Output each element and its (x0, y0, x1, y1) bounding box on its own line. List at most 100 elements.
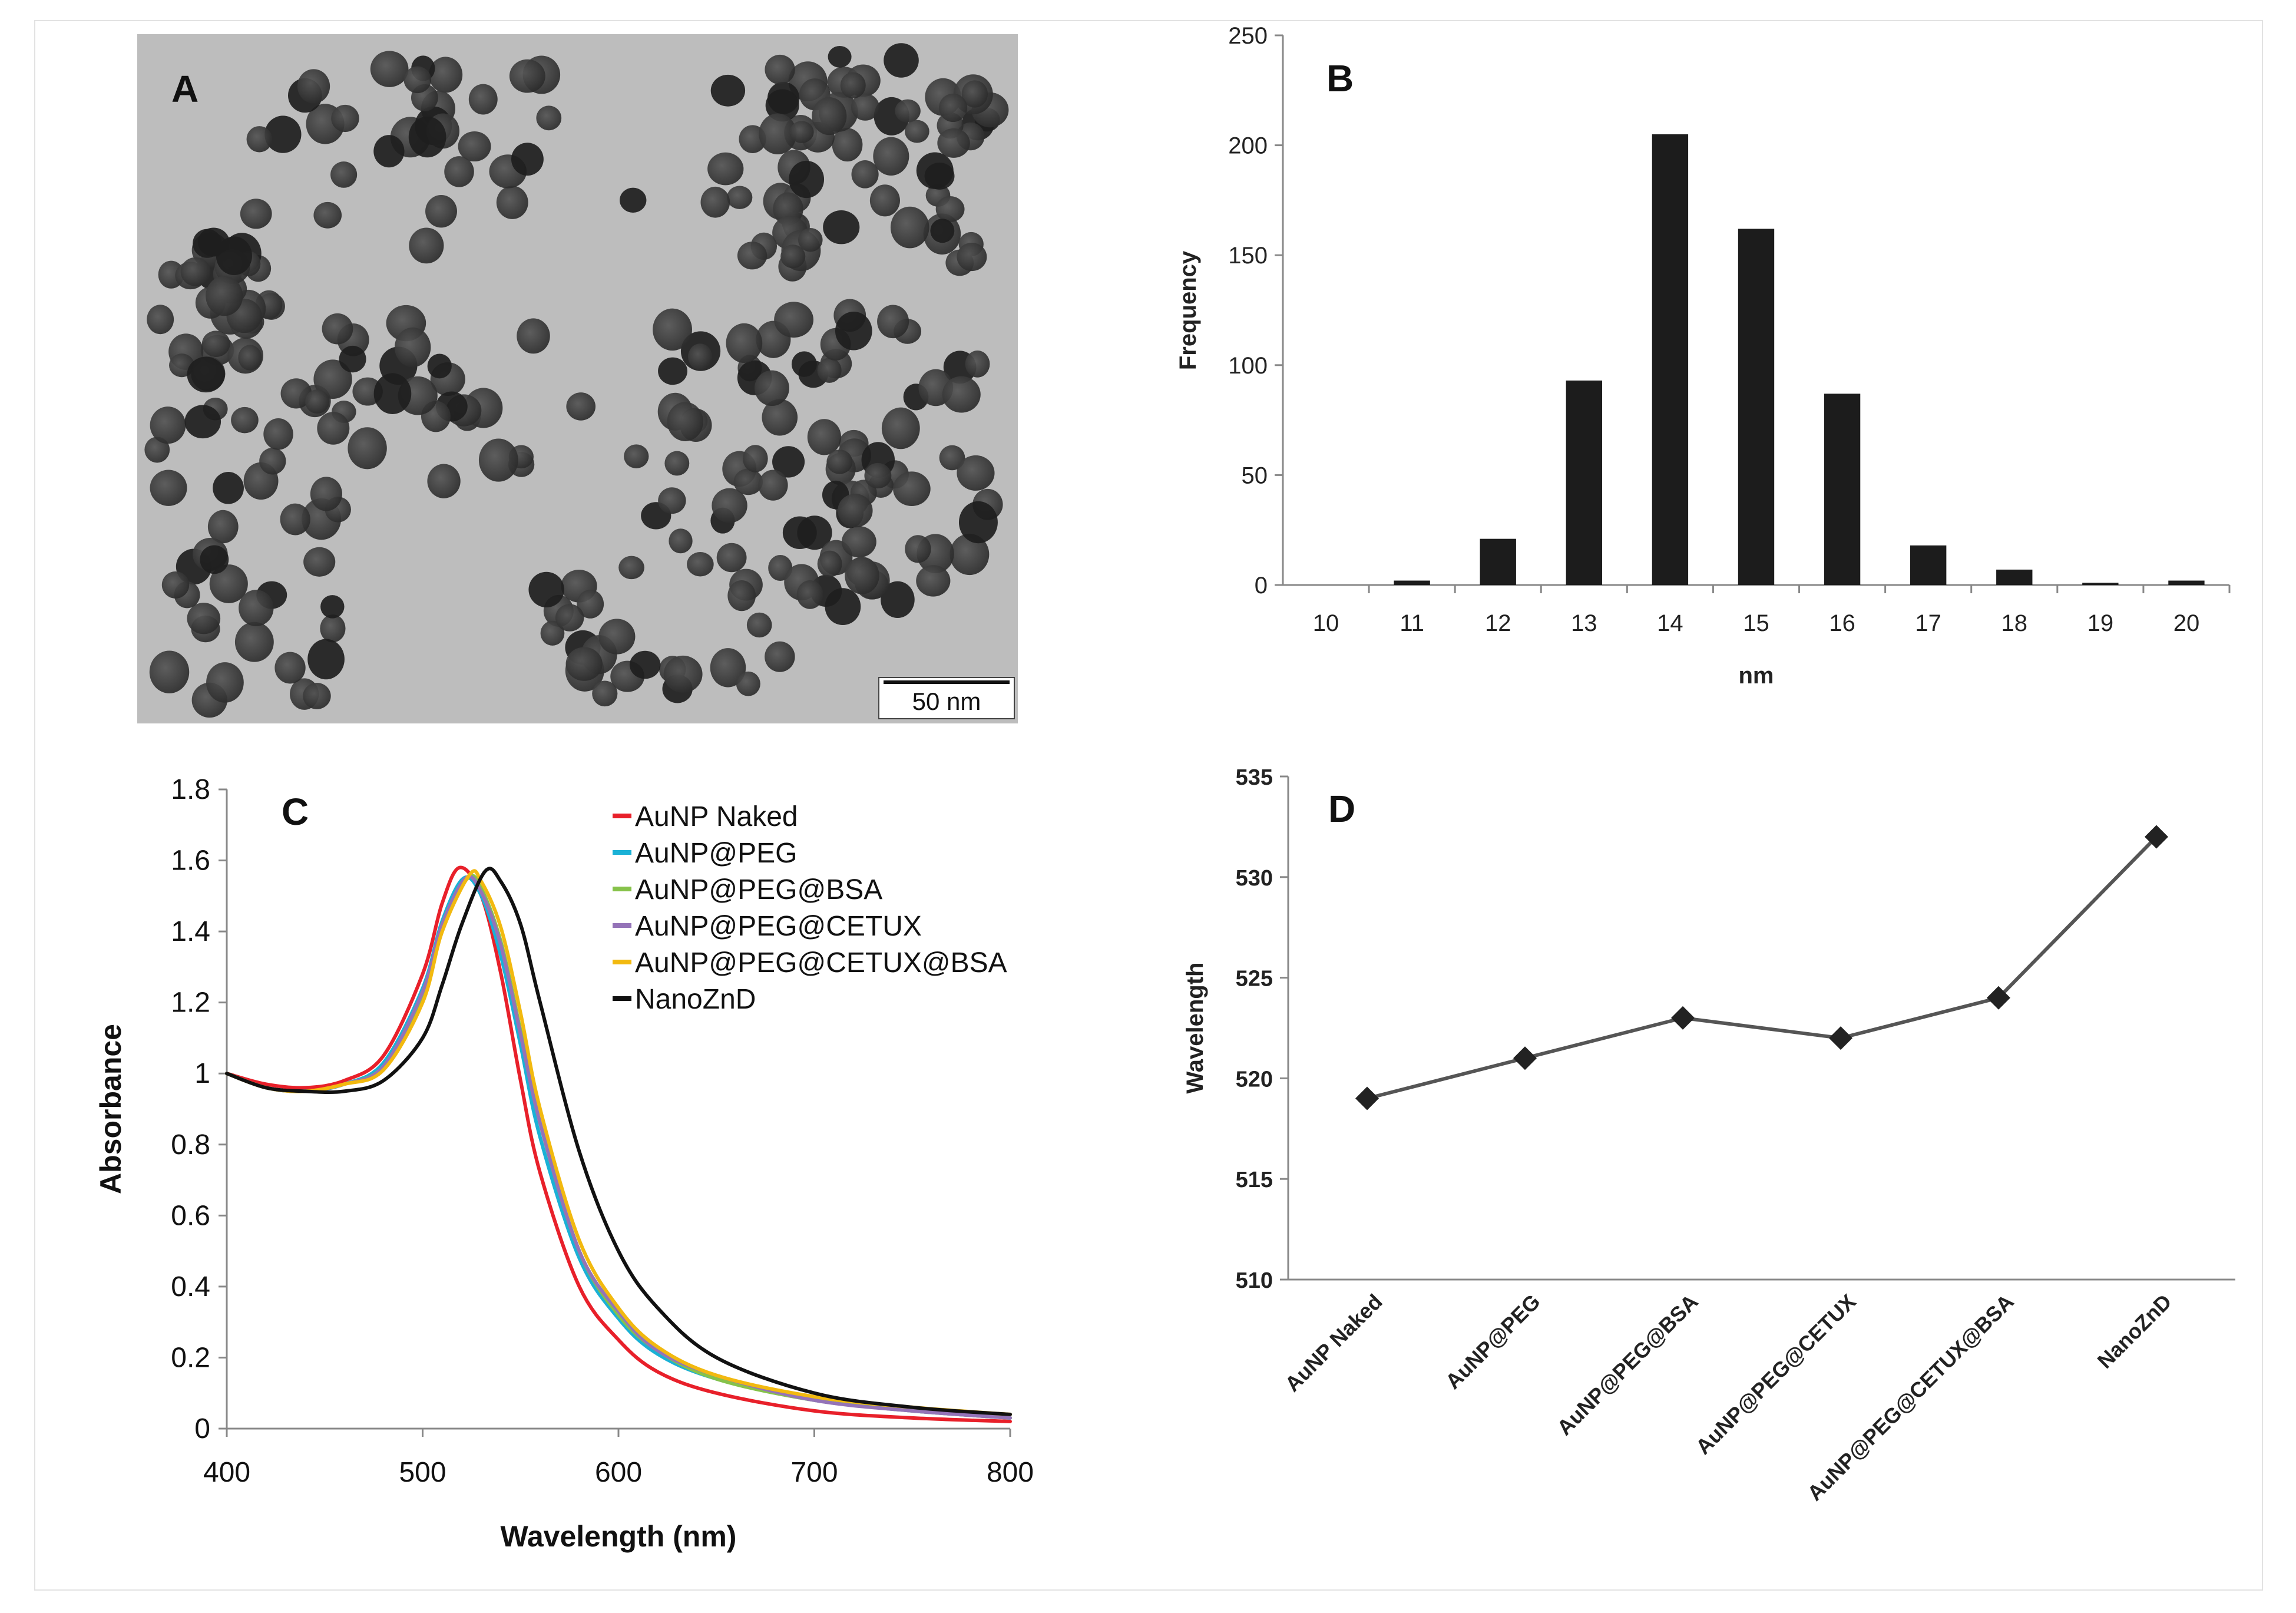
y-tick-label: 530 (1236, 866, 1273, 891)
nanoparticle (370, 51, 409, 87)
nanoparticle (150, 470, 187, 506)
data-marker (1987, 986, 2010, 1010)
y-tick-label: 0 (1255, 573, 1268, 599)
nanoparticle (238, 345, 262, 371)
nanoparticle (823, 210, 860, 244)
nanoparticle (710, 648, 746, 687)
x-tick-label: AuNP@PEG@BSA (1552, 1290, 1702, 1440)
nanoparticle (746, 612, 772, 638)
legend-label: AuNP@PEG@BSA (635, 874, 882, 905)
data-marker (1513, 1046, 1537, 1070)
nanoparticle (147, 305, 174, 335)
nanoparticle (303, 547, 336, 577)
nanoparticle (669, 528, 693, 554)
nanoparticle (905, 535, 931, 563)
scale-bar-label: 50 nm (912, 687, 981, 715)
y-tick-label: 50 (1242, 462, 1268, 488)
spectrum-line (225, 869, 1012, 1416)
series-line (1367, 835, 2158, 1100)
nanoparticle (742, 445, 768, 472)
nanoparticle (658, 487, 686, 514)
y-tick-label: 515 (1236, 1168, 1273, 1192)
nanoparticle (938, 93, 968, 123)
nanoparticle (924, 162, 955, 190)
nanoparticle (331, 104, 359, 133)
nanoparticle (772, 446, 805, 478)
data-marker (1671, 1006, 1695, 1030)
nanoparticle (877, 305, 909, 339)
y-tick-label: 0.8 (171, 1129, 210, 1161)
nanoparticle (458, 131, 491, 162)
nanoparticle (667, 402, 703, 441)
nanoparticle (832, 128, 863, 162)
x-tick-label: 13 (1571, 610, 1597, 636)
nanoparticle (496, 186, 528, 219)
nanoparticle (939, 445, 965, 471)
panel-label-c: C (282, 791, 309, 833)
nanoparticle (716, 543, 747, 573)
nanoparticle (620, 187, 647, 213)
nanoparticle (149, 650, 190, 693)
nanoparticle (958, 501, 998, 544)
nanoparticle (310, 477, 342, 511)
x-tick-label: 600 (595, 1457, 642, 1488)
spectrum-line (225, 865, 1012, 1423)
nanoparticle (758, 470, 788, 501)
nanoparticle (394, 327, 431, 368)
histogram-bar (1738, 229, 1775, 585)
x-tick-label: 400 (203, 1457, 250, 1488)
nanoparticle (727, 580, 756, 612)
data-marker (2145, 825, 2168, 849)
nanoparticle (307, 639, 345, 680)
histogram-bar (1652, 134, 1689, 585)
data-marker (1829, 1026, 1852, 1050)
nanoparticle (840, 72, 866, 99)
nanoparticle (812, 97, 847, 135)
nanoparticle (184, 405, 221, 439)
nanoparticle (826, 449, 853, 474)
nanoparticle (937, 128, 970, 158)
nanoparticle (961, 80, 988, 108)
nanoparticle (796, 580, 823, 609)
x-tick-label: 17 (1915, 610, 1941, 636)
y-tick-label: 200 (1228, 133, 1268, 159)
nanoparticle (206, 276, 243, 316)
legend-label: AuNP@PEG@CETUX@BSA (635, 947, 1007, 979)
nanoparticle (427, 353, 452, 379)
nanoparticle (240, 199, 272, 229)
y-tick-label: 0.4 (171, 1271, 210, 1303)
nanoparticle (239, 590, 274, 626)
nanoparticle (528, 571, 564, 607)
x-tick-label: 11 (1400, 610, 1424, 636)
nanoparticle (305, 389, 330, 414)
nanoparticle (851, 160, 879, 189)
nanoparticle (320, 614, 346, 643)
nanoparticle (201, 330, 230, 357)
y-axis-title: Frequency (1175, 250, 1201, 370)
nanoparticle (828, 45, 852, 68)
nanoparticle (566, 392, 596, 421)
nanoparticle (330, 161, 358, 188)
nanoparticle (935, 196, 965, 223)
y-tick-label: 510 (1236, 1268, 1273, 1293)
legend-label: AuNP Naked (635, 801, 798, 832)
nanoparticle (712, 488, 747, 523)
nanoparticle (893, 471, 931, 507)
nanoparticle (303, 683, 331, 709)
y-tick-label: 525 (1236, 967, 1273, 991)
nanoparticle (213, 471, 244, 504)
panel-label-b: B (1326, 57, 1354, 100)
panel-c-absorbance-spectra: 0 0.2 0.4 0.6 0.8 1 1.2 1.4 1.6 1.8 400 500 600 700 80… (94, 774, 1034, 1553)
nanoparticle (838, 494, 873, 528)
legend-label: AuNP@PEG (635, 838, 797, 869)
nanoparticle (727, 186, 753, 209)
y-tick-label: 535 (1236, 765, 1273, 790)
nanoparticle (313, 201, 342, 229)
legend-label: AuNP@PEG@CETUX (635, 911, 922, 942)
nanoparticle (780, 244, 806, 269)
nanoparticle (825, 588, 861, 626)
y-tick-label: 150 (1228, 243, 1268, 269)
x-tick-label: 18 (2001, 610, 2028, 636)
